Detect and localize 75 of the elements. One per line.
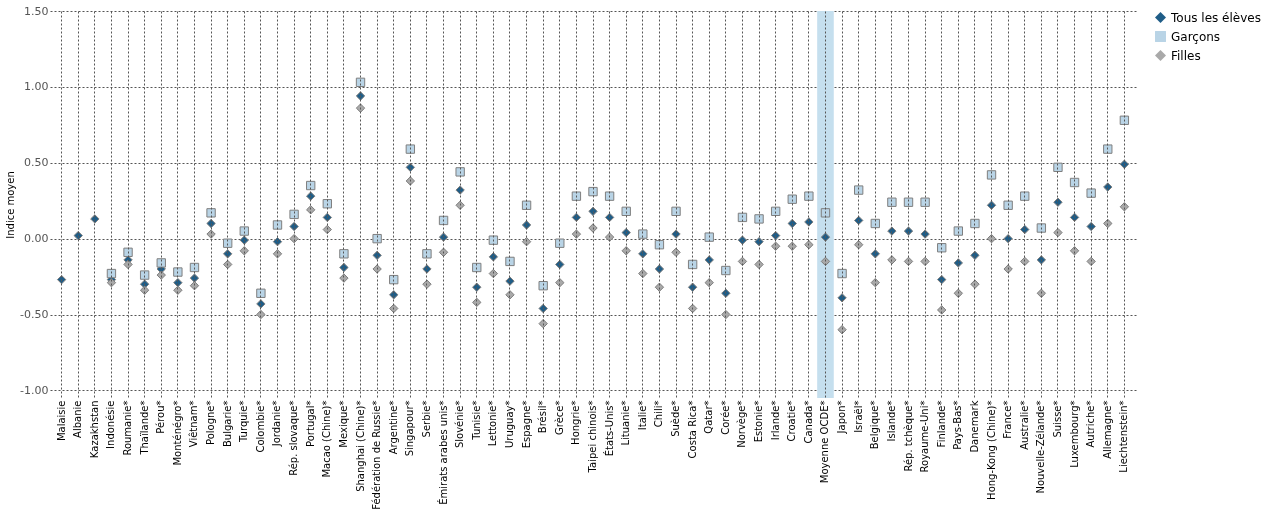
x-tick-label: Bulgarie* — [221, 400, 233, 447]
x-tick-label: Finlande* — [935, 400, 947, 448]
x-tick-label: Suisse* — [1051, 400, 1063, 438]
x-tick-label: Rép. slovaque* — [288, 400, 300, 476]
x-tick-label: Royaume-Uni* — [919, 400, 931, 473]
x-tick-label: Canada* — [802, 400, 814, 444]
legend-label: Tous les élèves — [1170, 10, 1261, 25]
x-tick-label: Liechtenstein* — [1118, 400, 1130, 473]
x-tick-label: Norvège* — [736, 400, 748, 448]
y-tick-label: -0.50 — [20, 308, 49, 322]
x-tick-label: Shanghai (Chine)* — [354, 400, 366, 492]
x-tick-label: États-Unis* — [602, 400, 615, 457]
x-tick-label: Malaisie — [55, 400, 67, 442]
x-tick-label: Mexique* — [337, 400, 349, 448]
x-tick-label: Italie* — [636, 400, 648, 431]
x-tick-label: Irlande* — [769, 400, 781, 441]
x-tick-label: Rép. tchèque* — [902, 400, 914, 472]
x-tick-label: Hong-Kong (Chine)* — [985, 400, 997, 500]
x-tick-label: Macao (Chine)* — [321, 400, 333, 478]
x-tick-label: Croatie* — [786, 400, 798, 442]
x-tick-label: Australie* — [1018, 400, 1030, 450]
x-tick-label: Islande* — [885, 400, 897, 442]
x-tick-label: Autriche* — [1085, 400, 1097, 448]
x-tick-label: Roumanie* — [122, 400, 134, 456]
x-tick-label: Pérou* — [155, 400, 167, 434]
x-tick-label: Monténégro* — [171, 400, 183, 466]
x-tick-label: Chili* — [653, 400, 665, 428]
x-tick-label: Kazakhstan — [88, 400, 100, 459]
x-tick-label: Japon* — [836, 400, 848, 435]
x-tick-label: Israël* — [852, 400, 864, 433]
x-tick-label: Indonésie — [105, 400, 117, 449]
x-tick-label: Turquie* — [238, 400, 250, 443]
x-tick-label: Slovénie* — [454, 400, 466, 449]
x-tick-label: Pologne* — [205, 400, 217, 446]
x-tick-label: Costa Rica* — [686, 400, 698, 459]
x-tick-label: Tunisie* — [470, 400, 482, 441]
x-tick-label: Lituanie* — [620, 400, 632, 446]
y-tick-label: 1.50 — [24, 4, 49, 18]
legend-label: Filles — [1171, 48, 1201, 63]
x-tick-label: Espagne* — [520, 400, 532, 449]
x-tick-label: Argentine* — [387, 400, 399, 455]
x-tick-label: Allemagne* — [1101, 400, 1113, 459]
x-tick-label: Moyenne OCDE* — [819, 400, 831, 484]
x-tick-label: Estonie* — [753, 400, 765, 443]
x-tick-label: Colombie* — [254, 400, 266, 453]
x-tick-label: Albanie — [72, 400, 84, 438]
x-tick-label: Uruguay* — [503, 400, 515, 448]
x-tick-label: Taipei chinois* — [587, 400, 598, 474]
x-tick-label: Singapour* — [404, 400, 416, 457]
x-tick-label: Brésil* — [537, 400, 549, 434]
y-tick-label: -1.00 — [20, 383, 49, 397]
x-tick-label: Qatar* — [703, 400, 715, 434]
x-tick-label: Pays-Bas* — [952, 400, 964, 450]
legend-label: Garçons — [1171, 29, 1221, 44]
y-tick-label: 0.00 — [24, 232, 49, 246]
x-tick-label: Émirats arabes unis* — [436, 400, 449, 505]
x-tick-label: France* — [1002, 400, 1014, 439]
x-tick-label: Jordanie* — [271, 400, 283, 448]
y-axis-title: Indice moyen — [5, 171, 17, 239]
x-tick-label: Nouvelle-Zélande* — [1035, 400, 1047, 494]
x-tick-label: Suède* — [670, 400, 682, 437]
x-tick-label: Lettonie* — [487, 400, 499, 447]
y-tick-label: 1.00 — [24, 80, 49, 94]
y-tick-label: 0.50 — [24, 156, 49, 170]
x-tick-label: Hongrie* — [570, 400, 582, 445]
x-tick-label: Serbie* — [420, 400, 432, 438]
x-tick-label: Corée* — [719, 400, 731, 435]
x-tick-label: Luxembourg* — [1068, 400, 1080, 468]
x-tick-label: Thaïlande* — [138, 400, 150, 456]
x-tick-label: Grèce* — [553, 400, 565, 435]
x-tick-label: Danemark — [968, 400, 980, 453]
x-tick-label: Belgique* — [869, 400, 881, 450]
x-tick-label: Portugal* — [304, 400, 316, 447]
x-tick-label: Fédération de Russie* — [371, 400, 383, 510]
x-tick-label: Viêtnam* — [188, 400, 200, 448]
